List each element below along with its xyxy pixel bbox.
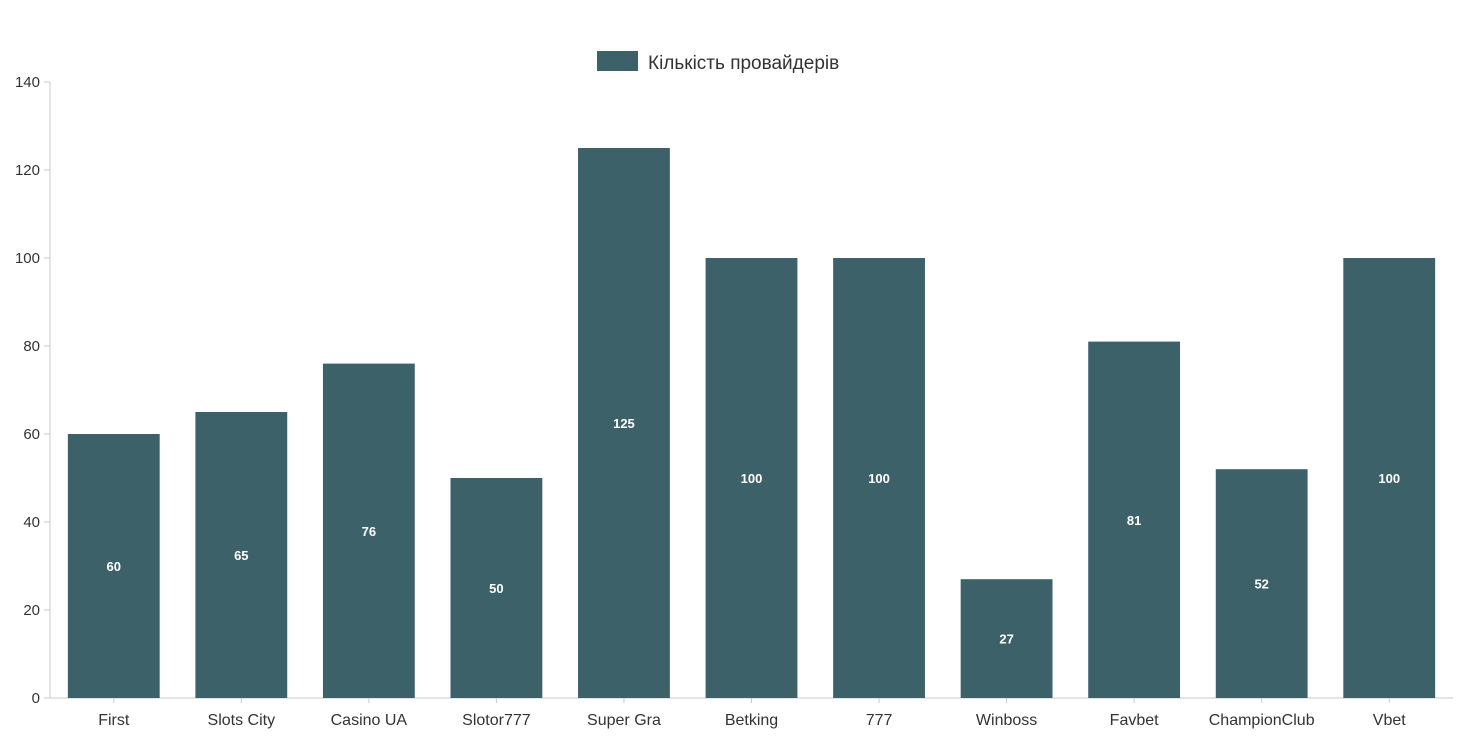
x-tick-label: Vbet <box>1373 712 1406 729</box>
bar[interactable] <box>960 579 1053 698</box>
x-tick-label: Casino UA <box>331 712 408 729</box>
bar[interactable] <box>578 148 670 698</box>
y-tick-label: 0 <box>32 690 40 707</box>
data-label: 100 <box>868 471 890 486</box>
legend-swatch <box>597 51 638 71</box>
legend[interactable]: Кількість провайдерів <box>597 51 839 74</box>
y-tick-label: 80 <box>23 338 40 355</box>
x-tick-label: Winboss <box>976 712 1037 729</box>
data-label: 27 <box>999 632 1013 647</box>
data-label: 81 <box>1127 513 1141 528</box>
x-tick-label: Favbet <box>1110 712 1159 729</box>
bars <box>67 148 1436 698</box>
y-tick-label: 60 <box>23 426 40 443</box>
x-tick-label: 777 <box>866 712 893 729</box>
x-tick-label: First <box>98 712 130 729</box>
bar[interactable] <box>1215 469 1308 698</box>
y-tick-label: 140 <box>15 74 40 91</box>
bar[interactable] <box>1343 258 1436 698</box>
bar[interactable] <box>450 478 543 698</box>
x-tick-label: ChampionClub <box>1209 712 1315 729</box>
labels: First 60 Slots City 65 Casino UA 76 Slotor777 5… <box>98 416 1406 729</box>
bar[interactable] <box>1088 341 1181 698</box>
legend-label: Кількість провайдерів <box>648 53 839 74</box>
x-tick-label: Slots City <box>208 712 276 729</box>
bar[interactable] <box>67 434 160 698</box>
bar[interactable] <box>705 258 798 698</box>
x-tick-label: Super Gra <box>587 712 661 729</box>
x-tick-label: Slotor777 <box>462 712 531 729</box>
data-label: 60 <box>107 559 121 574</box>
data-label: 100 <box>741 471 763 486</box>
data-label: 100 <box>1378 471 1400 486</box>
data-label: 52 <box>1254 577 1268 592</box>
data-label: 65 <box>234 548 248 563</box>
y-tick-label: 20 <box>23 602 40 619</box>
bar[interactable] <box>195 412 288 698</box>
data-label: 125 <box>613 416 635 431</box>
y-tick-label: 120 <box>15 162 40 179</box>
bar[interactable] <box>322 363 415 698</box>
bar[interactable] <box>833 258 925 698</box>
data-label: 76 <box>362 524 376 539</box>
x-tick-label: Betking <box>725 712 778 729</box>
y-tick-label: 100 <box>15 250 40 267</box>
y-tick-label: 40 <box>23 514 40 531</box>
data-label: 50 <box>489 581 503 596</box>
